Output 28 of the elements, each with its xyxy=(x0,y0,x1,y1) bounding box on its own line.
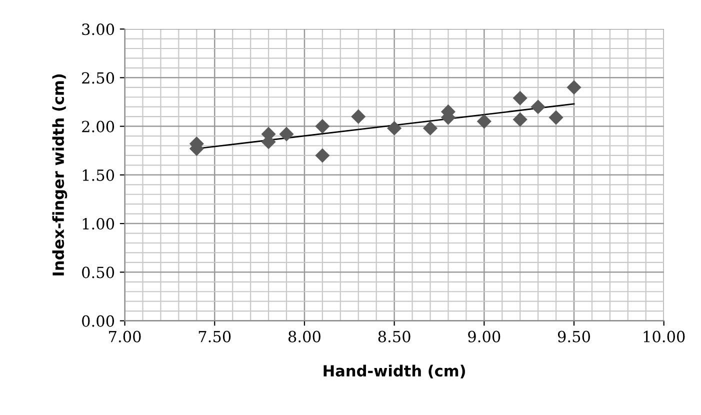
y-tick-label: 3.00 xyxy=(82,24,114,36)
y-tick-label: 1.00 xyxy=(82,218,114,230)
point xyxy=(387,120,402,136)
point xyxy=(315,148,330,163)
point xyxy=(530,100,546,114)
x-tick-label: 9.50 xyxy=(558,330,590,342)
point xyxy=(512,112,528,127)
x-tick-label: 8.50 xyxy=(378,330,410,342)
x-tick-label: 10.00 xyxy=(644,330,685,342)
point xyxy=(279,126,294,142)
point xyxy=(422,120,438,136)
y-axis-title: Index-finger width (cm) xyxy=(52,74,68,276)
y-tick-label: 0.00 xyxy=(82,315,114,327)
point xyxy=(351,109,366,124)
point xyxy=(512,90,528,106)
x-tick-label: 9.00 xyxy=(468,330,500,342)
point xyxy=(566,80,582,95)
point xyxy=(476,114,492,129)
point xyxy=(315,119,330,134)
point xyxy=(548,110,564,125)
x-tick-label: 7.00 xyxy=(109,330,141,342)
x-tick-label: 8.00 xyxy=(288,330,320,342)
x-tick-label: 7.50 xyxy=(198,330,231,342)
x-axis-title: Hand-width (cm) xyxy=(324,364,465,378)
y-tick-label: 0.50 xyxy=(82,266,114,278)
y-tick-label: 1.50 xyxy=(82,169,114,181)
y-tick-label: 2.50 xyxy=(82,72,114,84)
y-tick-label: 2.00 xyxy=(82,120,114,132)
